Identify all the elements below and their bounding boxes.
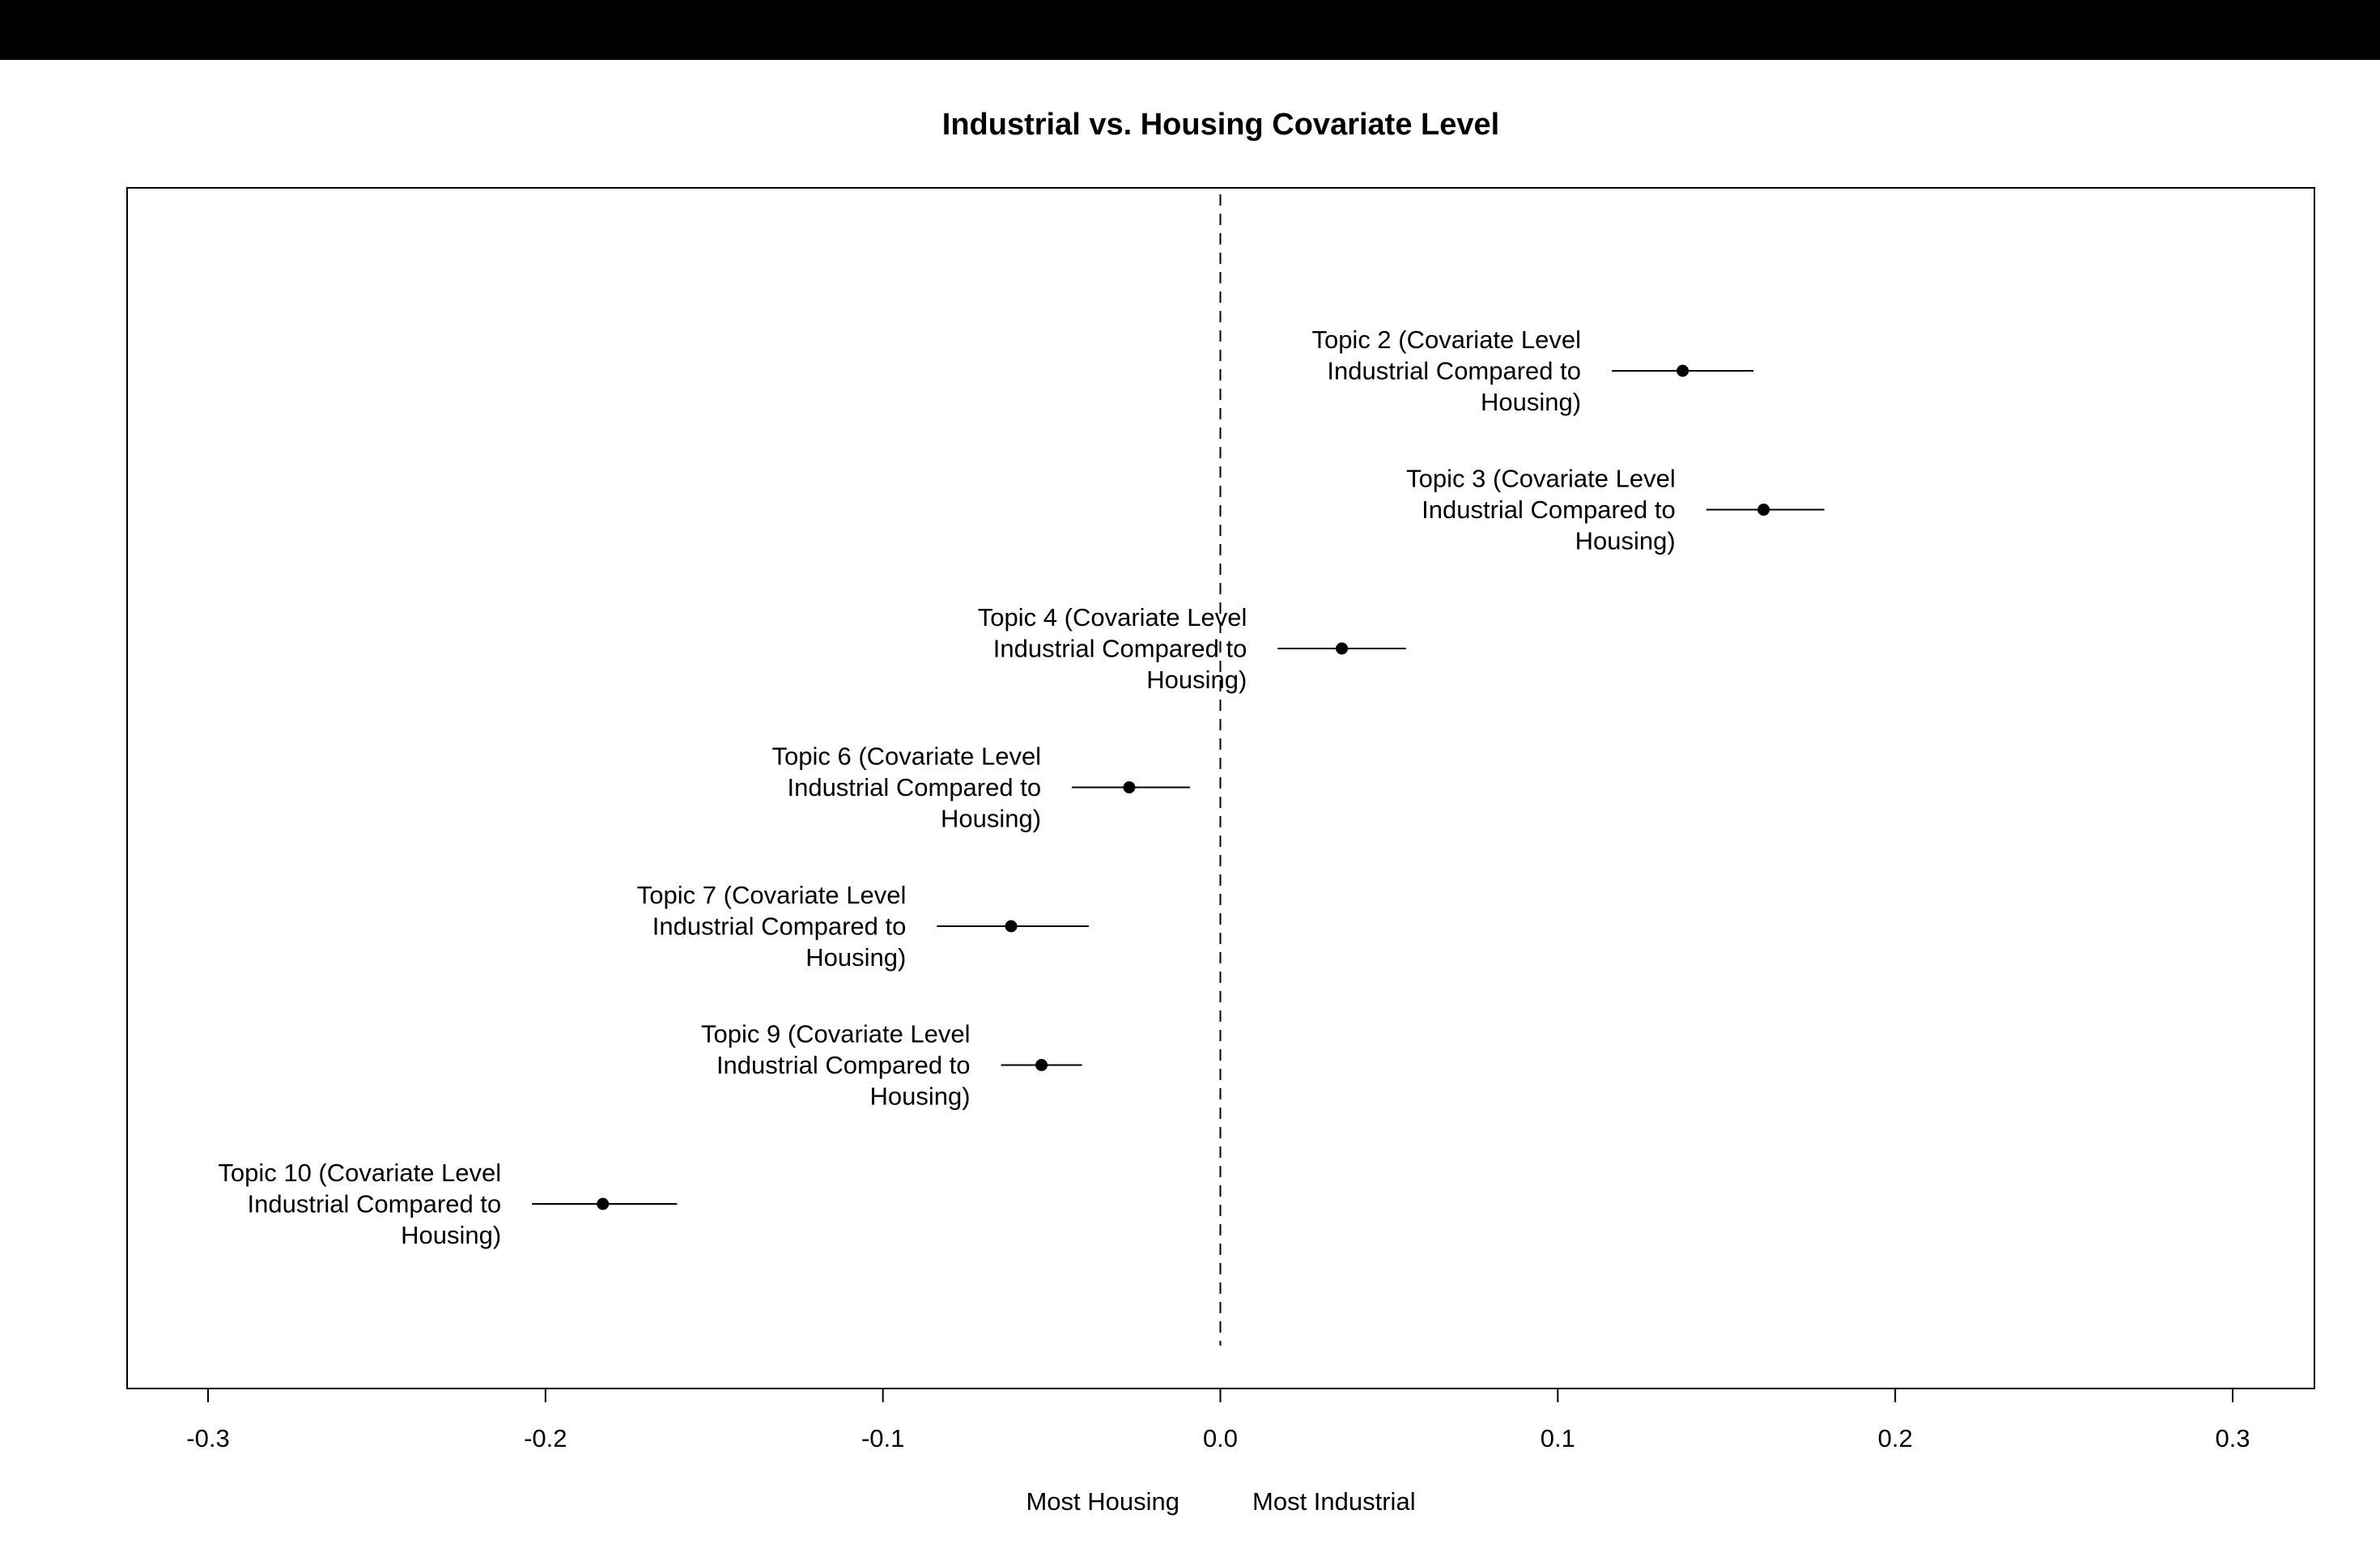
x-tick-label: -0.1	[861, 1424, 904, 1452]
point-estimate	[1677, 364, 1689, 377]
point-group: Topic 7 (Covariate Level Industrial Compa…	[637, 881, 1089, 972]
point-label-line: Housing)	[941, 805, 1041, 833]
x-tick-label: -0.3	[186, 1424, 229, 1452]
top-bar	[0, 0, 2380, 60]
point-estimate	[1757, 504, 1770, 516]
point-label-line: Housing)	[1146, 666, 1247, 694]
point-label: Topic 4 (Covariate Level Industrial Compa…	[978, 603, 1247, 694]
x-axis: -0.3 -0.2 -0.1 0.0 0.1 0.2 0.3	[186, 1389, 2250, 1452]
point-label: Topic 7 (Covariate Level Industrial Compa…	[637, 881, 907, 972]
point-estimate	[597, 1197, 610, 1210]
point-label-line: Housing)	[1481, 388, 1581, 416]
point-label-line: Housing)	[401, 1221, 501, 1249]
axis-note-left: Most Housing	[1026, 1487, 1179, 1516]
point-group: Topic 6 (Covariate Level Industrial Compa…	[772, 742, 1190, 833]
point-group: Topic 2 (Covariate Level Industrial Compa…	[1311, 325, 1754, 416]
x-tick-label: -0.2	[524, 1424, 567, 1452]
point-label-line: Housing)	[805, 943, 906, 972]
point-label-line: Industrial Compared to	[993, 635, 1247, 663]
point-estimate	[1005, 920, 1018, 933]
point-label-line: Topic 4 (Covariate Level	[978, 603, 1247, 632]
point-estimate	[1123, 781, 1136, 793]
point-label: Topic 10 (Covariate Level Industrial Comp…	[218, 1159, 501, 1249]
point-label-line: Topic 6 (Covariate Level	[772, 742, 1042, 771]
x-tick-label: 0.2	[1878, 1424, 1913, 1452]
point-label-line: Topic 9 (Covariate Level	[701, 1020, 971, 1048]
point-group: Topic 3 (Covariate Level Industrial Compa…	[1406, 465, 1825, 555]
point-label-line: Topic 10 (Covariate Level	[218, 1159, 501, 1187]
point-label: Topic 3 (Covariate Level Industrial Compa…	[1406, 465, 1676, 555]
point-estimate	[1035, 1059, 1048, 1071]
point-label-line: Industrial Compared to	[652, 912, 907, 941]
x-tick-label: 0.3	[2215, 1424, 2250, 1452]
point-label-line: Industrial Compared to	[1327, 357, 1581, 385]
point-label-line: Topic 3 (Covariate Level	[1406, 465, 1676, 493]
axis-note-right: Most Industrial	[1252, 1487, 1416, 1516]
point-estimate	[1336, 642, 1349, 655]
point-label-line: Industrial Compared to	[248, 1190, 502, 1218]
point-group: Topic 4 (Covariate Level Industrial Compa…	[978, 603, 1406, 694]
point-group: Topic 9 (Covariate Level Industrial Compa…	[701, 1020, 1082, 1111]
point-label-line: Industrial Compared to	[1422, 495, 1676, 524]
point-label-line: Topic 2 (Covariate Level	[1311, 325, 1581, 354]
point-label-line: Housing)	[1575, 527, 1676, 555]
point-label: Topic 6 (Covariate Level Industrial Compa…	[772, 742, 1042, 833]
point-label: Topic 2 (Covariate Level Industrial Compa…	[1311, 325, 1581, 416]
point-label-line: Topic 7 (Covariate Level	[637, 881, 907, 909]
point-label-line: Housing)	[869, 1082, 970, 1111]
point-label: Topic 9 (Covariate Level Industrial Compa…	[701, 1020, 971, 1111]
point-label-line: Industrial Compared to	[787, 773, 1041, 802]
point-estimates: Topic 2 (Covariate Level Industrial Compa…	[218, 325, 1825, 1249]
x-tick-label: 0.1	[1541, 1424, 1575, 1452]
point-group: Topic 10 (Covariate Level Industrial Comp…	[218, 1159, 678, 1249]
chart-title: Industrial vs. Housing Covariate Level	[942, 108, 1499, 142]
point-label-line: Industrial Compared to	[716, 1051, 971, 1079]
x-tick-label: 0.0	[1203, 1424, 1238, 1452]
